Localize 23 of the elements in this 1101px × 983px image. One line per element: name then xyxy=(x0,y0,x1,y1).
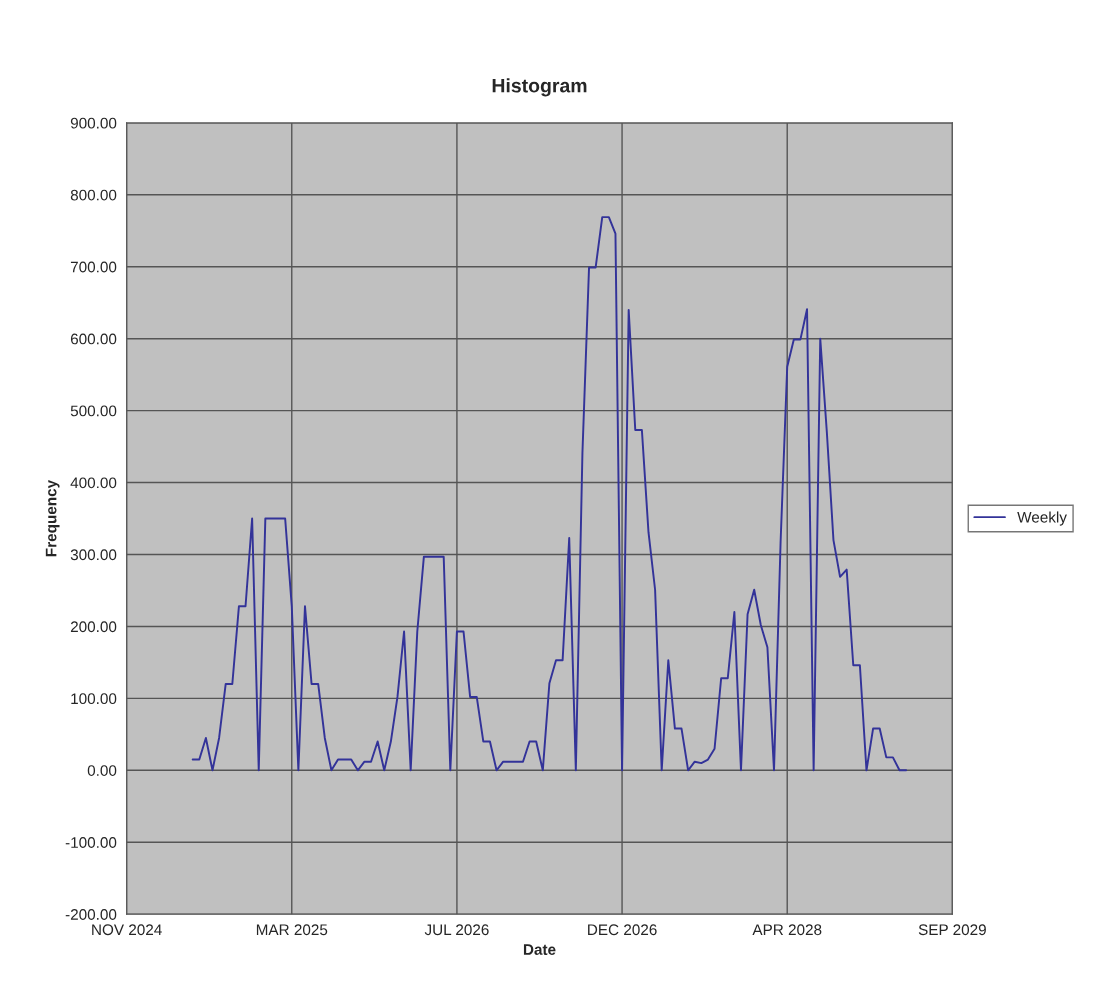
line-series xyxy=(191,216,908,772)
y-tick-label: 300.00 xyxy=(70,549,117,561)
y-tick-label: -200.00 xyxy=(65,909,117,920)
y-tick-label: 900.00 xyxy=(70,117,117,129)
y-axis-title: Frequency xyxy=(45,479,60,557)
chart-title: Histogram xyxy=(492,78,587,97)
y-tick-label: 700.00 xyxy=(70,261,117,273)
y-tick-label: 0.00 xyxy=(87,765,117,776)
x-tick-label: DEC 2026 xyxy=(588,924,657,936)
x-tick-label: NOV 2024 xyxy=(92,924,162,936)
y-tick-label: 500.00 xyxy=(70,405,117,417)
x-tick-label: JUL 2026 xyxy=(424,924,489,936)
x-tick-label: APR 2028 xyxy=(752,924,822,936)
y-tick-label: 100.00 xyxy=(71,693,117,705)
legend-label: Weekly xyxy=(1017,511,1067,526)
x-tick-label: MAR 2025 xyxy=(256,924,328,936)
y-tick-label: 600.00 xyxy=(70,333,117,345)
y-tick-label: 800.00 xyxy=(70,189,117,201)
x-axis-title: Date xyxy=(523,944,556,955)
y-tick-label: 200.00 xyxy=(70,621,117,633)
x-tick-label: SEP 2029 xyxy=(918,924,986,936)
y-tick-label: -100.00 xyxy=(65,837,117,848)
y-tick-label: 400.00 xyxy=(70,477,117,489)
